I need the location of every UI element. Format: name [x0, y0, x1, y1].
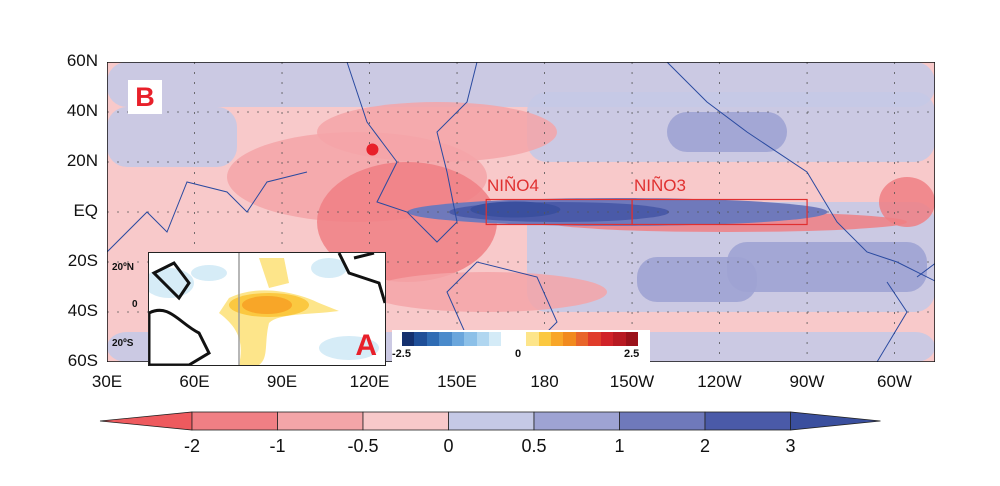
inset-colorbar-swatch: [600, 332, 614, 346]
warm-anomaly: [879, 177, 935, 227]
lat-label: 60N: [66, 51, 98, 70]
colorbar-swatch: [191, 411, 278, 431]
inset-anomaly-map: [149, 253, 385, 365]
nino4-label: NIÑO4: [487, 176, 539, 195]
inset-colorbar: -2.5 0 2.5: [392, 330, 650, 364]
inset-colorbar-swatch: [526, 332, 539, 346]
inset-colorbar-swatch: [513, 332, 527, 346]
inset-colorbar-swatch: [625, 332, 639, 346]
coastline: [346, 62, 478, 243]
colorbar-arrow-left: [99, 411, 193, 431]
colorbar-tick-label: 1: [614, 436, 625, 456]
inset-colorbar-label: -2.5: [392, 348, 411, 360]
lat-label: 40N: [66, 101, 98, 120]
colorbar-swatch: [448, 411, 535, 431]
inset-colorbar-label: 2.5: [624, 348, 640, 360]
anomaly-region: [727, 242, 927, 292]
colorbar-swatch: [277, 411, 364, 431]
inset-colorbar-swatch: [451, 332, 465, 346]
colorbar-tick-label: 0: [443, 436, 454, 456]
inset-colorbar-swatch: [588, 332, 601, 346]
inset-map-a: A: [148, 252, 386, 366]
lat-label: 20N: [66, 151, 98, 170]
lon-label: 180: [530, 372, 559, 391]
colorbar-tick-label: 0.5: [521, 436, 547, 456]
colorbar-tick-label: -1: [269, 436, 286, 456]
colorbar-tick-label: 2: [699, 436, 710, 456]
inset-colorbar-swatch: [426, 332, 440, 346]
location-marker: [366, 143, 379, 156]
inset-lat-label: 0: [132, 299, 138, 310]
lon-label: 60E: [179, 372, 210, 391]
warm-anomaly: [367, 272, 607, 312]
colorbar-tick-label: -2: [183, 436, 200, 456]
colorbar-swatch: [704, 411, 791, 431]
colorbar-swatch: [533, 411, 620, 431]
lat-label: 20S: [67, 251, 98, 270]
anomaly-region: [667, 112, 787, 152]
inset-colorbar-swatch: [563, 332, 576, 346]
anomaly-region: [637, 257, 757, 302]
coastline: [876, 262, 935, 362]
colorbar-arrow-right: [790, 411, 881, 431]
colorbar-tick-label: -0.5: [347, 436, 379, 456]
lat-label: 40S: [67, 301, 98, 320]
nino-region-box: [631, 198, 808, 226]
inset-colorbar-swatch: [575, 332, 589, 346]
panel-a-label: A: [355, 329, 377, 362]
inset-colorbar-swatch: [613, 332, 626, 346]
inset-colorbar-swatch: [414, 332, 427, 346]
colorbar-swatch: [619, 411, 706, 431]
inset-colorbar-swatch: [551, 332, 564, 346]
lon-label: 150E: [437, 372, 477, 391]
anomaly-region: [107, 107, 237, 167]
lon-label: 90W: [789, 372, 825, 391]
inset-colorbar-swatch: [538, 332, 552, 346]
panel-b-label: B: [128, 80, 162, 114]
lon-label: 120E: [349, 372, 390, 391]
inset-colorbar-swatch: [476, 332, 489, 346]
nino3-label: NIÑO3: [634, 176, 686, 195]
inset-colorbar-swatch: [402, 332, 415, 346]
inset-colorbar-label: 0: [515, 348, 522, 360]
lat-label: 60S: [67, 351, 98, 370]
coastline: [666, 62, 935, 282]
coastline: [107, 171, 308, 253]
lon-label: 30E: [91, 372, 123, 391]
inset-colorbar-swatch: [488, 332, 502, 346]
cold-anomaly: [470, 201, 561, 218]
lon-label: 90E: [266, 372, 298, 391]
inset-lat-label: 20ºS: [112, 338, 134, 349]
main-colorbar: [99, 411, 881, 431]
lon-label: 60W: [877, 372, 912, 391]
inset-lat-label: 20ºN: [112, 262, 134, 273]
lat-label: EQ: [73, 201, 98, 220]
inset-colorbar-swatch: [501, 332, 514, 346]
inset-colorbar-swatch: [464, 332, 477, 346]
lon-label: 150W: [609, 372, 655, 391]
colorbar-tick-label: 3: [785, 436, 796, 456]
inset-colorbar-swatch: [439, 332, 452, 346]
lon-label: 120W: [697, 372, 742, 391]
colorbar-swatch: [362, 411, 449, 431]
